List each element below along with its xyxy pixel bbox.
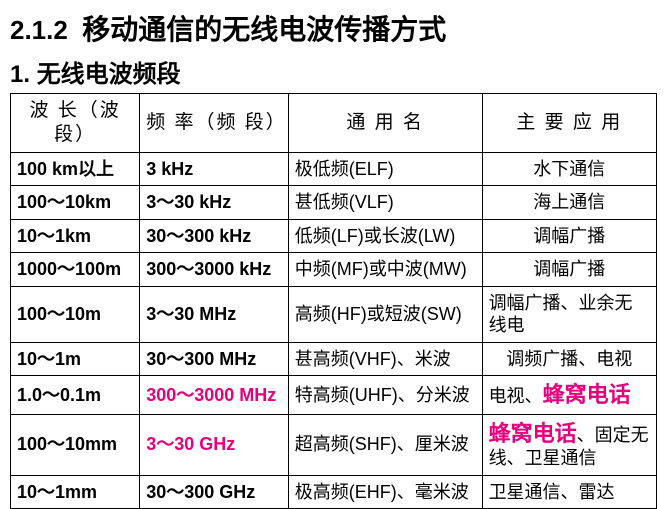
table-row: 1000～100m300～3000 kHz中频(MF)或中波(MW)调幅广播 (11, 253, 657, 287)
cell-common-name: 超高频(SHF)、厘米波 (288, 414, 482, 475)
cell-frequency: 3～30 MHz (140, 286, 289, 342)
cell-frequency: 300～3000 MHz (140, 376, 289, 415)
cell-application: 蜂窝电话、固定无线、卫星通信 (482, 414, 656, 475)
cell-wavelength: 100 km以上 (11, 152, 140, 186)
cell-common-name: 特高频(UHF)、分米波 (288, 376, 482, 415)
table-row: 100 km以上3 kHz极低频(ELF)水下通信 (11, 152, 657, 186)
col-header-application: 主 要 应 用 (482, 94, 656, 153)
table-row: 100～10m3～30 MHz高频(HF)或短波(SW)调幅广播、业余无线电 (11, 286, 657, 342)
cell-common-name: 低频(LF)或长波(LW) (288, 219, 482, 253)
col-header-wavelength: 波 长（波 段） (11, 94, 140, 153)
cell-application: 调频广播、电视 (482, 342, 656, 376)
table-header-row: 波 长（波 段） 频 率（频 段） 通 用 名 主 要 应 用 (11, 94, 657, 153)
section-number: 2.1.2 (10, 15, 68, 45)
cell-common-name: 甚低频(VLF) (288, 186, 482, 220)
cell-application: 卫星通信、雷达 (482, 475, 656, 509)
subsection-title: 无线电波频段 (37, 61, 181, 88)
cell-wavelength: 1.0～0.1m (11, 376, 140, 415)
table-row: 100～10km3～30 kHz甚低频(VLF)海上通信 (11, 186, 657, 220)
cell-wavelength: 10～1mm (11, 475, 140, 509)
cell-frequency: 30～300 MHz (140, 342, 289, 376)
frequency-band-table: 波 长（波 段） 频 率（频 段） 通 用 名 主 要 应 用 100 km以上… (10, 93, 657, 509)
cell-frequency: 30～300 GHz (140, 475, 289, 509)
cell-frequency: 3 kHz (140, 152, 289, 186)
table-row: 1.0～0.1m300～3000 MHz特高频(UHF)、分米波电视、蜂窝电话 (11, 376, 657, 415)
cell-application: 水下通信 (482, 152, 656, 186)
cell-wavelength: 100～10m (11, 286, 140, 342)
table-row: 10～1m30～300 MHz甚高频(VHF)、米波调频广播、电视 (11, 342, 657, 376)
cell-wavelength: 100～10km (11, 186, 140, 220)
cell-common-name: 中频(MF)或中波(MW) (288, 253, 482, 287)
col-header-frequency: 频 率（频 段） (140, 94, 289, 153)
table-row: 10～1mm30～300 GHz极高频(EHF)、毫米波卫星通信、雷达 (11, 475, 657, 509)
cell-application: 电视、蜂窝电话 (482, 376, 656, 415)
cell-wavelength: 1000～100m (11, 253, 140, 287)
subsection-heading: 1. 无线电波频段 (10, 54, 657, 89)
cell-frequency: 30～300 kHz (140, 219, 289, 253)
cell-wavelength: 10～1m (11, 342, 140, 376)
page-heading: 2.1.2 移动通信的无线电波传播方式 (10, 8, 657, 48)
cell-application: 海上通信 (482, 186, 656, 220)
cell-application: 调幅广播、业余无线电 (482, 286, 656, 342)
cell-common-name: 极高频(EHF)、毫米波 (288, 475, 482, 509)
cell-frequency: 3～30 GHz (140, 414, 289, 475)
cell-wavelength: 100～10mm (11, 414, 140, 475)
cell-application: 调幅广播 (482, 219, 656, 253)
cell-wavelength: 10～1km (11, 219, 140, 253)
section-title: 移动通信的无线电波传播方式 (82, 14, 446, 45)
table-row: 100～10mm3～30 GHz超高频(SHF)、厘米波蜂窝电话、固定无线、卫星… (11, 414, 657, 475)
cell-common-name: 甚高频(VHF)、米波 (288, 342, 482, 376)
cell-frequency: 3～30 kHz (140, 186, 289, 220)
cell-application: 调幅广播 (482, 253, 656, 287)
table-row: 10～1km30～300 kHz低频(LF)或长波(LW)调幅广播 (11, 219, 657, 253)
subsection-number: 1. (10, 61, 30, 88)
cell-frequency: 300～3000 kHz (140, 253, 289, 287)
cell-common-name: 极低频(ELF) (288, 152, 482, 186)
col-header-common-name: 通 用 名 (288, 94, 482, 153)
cell-common-name: 高频(HF)或短波(SW) (288, 286, 482, 342)
